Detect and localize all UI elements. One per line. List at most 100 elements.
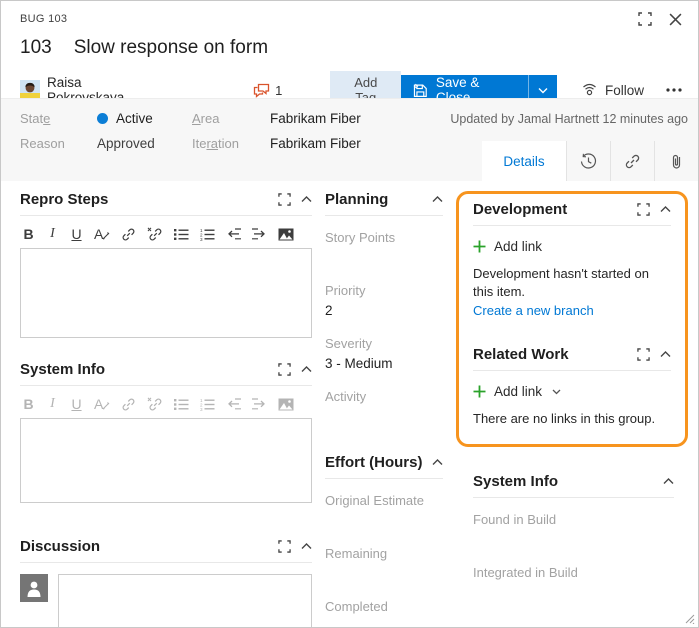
area-value[interactable]: Fabrikam Fiber xyxy=(270,111,361,126)
field-value[interactable] xyxy=(325,561,443,585)
tab-links[interactable] xyxy=(610,141,654,181)
updated-by-text[interactable]: Updated by Jamal Hartnett 12 minutes ago xyxy=(450,112,688,126)
bold-button[interactable]: B xyxy=(23,396,34,412)
insert-image-button[interactable] xyxy=(278,398,294,411)
activity-field: Activity xyxy=(325,389,443,428)
indent-button[interactable] xyxy=(252,228,267,240)
field-label: Original Estimate xyxy=(325,493,424,508)
highlight-callout-box: Development xyxy=(456,191,688,447)
collapse-chevron-icon[interactable] xyxy=(663,477,674,485)
fullscreen-icon[interactable] xyxy=(278,363,291,376)
indent-button[interactable] xyxy=(252,398,267,410)
repro-editor-toolbar: B I U A xyxy=(22,226,312,242)
discussion-title: Discussion xyxy=(20,538,101,555)
iteration-value[interactable]: Fabrikam Fiber xyxy=(270,136,361,151)
work-item-meta-bar: State Active Area Fabrikam Fiber Reason … xyxy=(1,98,698,181)
bullet-list-button[interactable] xyxy=(174,398,189,411)
more-options-icon[interactable] xyxy=(666,88,682,92)
resize-grip-icon[interactable] xyxy=(683,612,695,624)
insert-image-button[interactable] xyxy=(278,228,294,241)
state-value[interactable]: Active xyxy=(97,111,192,126)
italic-button[interactable]: I xyxy=(50,396,55,411)
effort-section: Effort (Hours) Original Estimate Remaini… xyxy=(325,454,443,627)
remaining-field: Remaining xyxy=(325,546,443,585)
story-points-field: Story Points xyxy=(325,230,443,269)
related-work-add-link-button[interactable]: Add link xyxy=(473,384,671,399)
system-info-right-title: System Info xyxy=(473,472,559,490)
completed-field: Completed xyxy=(325,599,443,627)
collapse-chevron-icon[interactable] xyxy=(660,206,671,213)
comment-count: 1 xyxy=(275,82,283,98)
field-label: Integrated in Build xyxy=(473,564,578,580)
field-value[interactable]: 2 xyxy=(325,303,333,318)
tab-attachments[interactable] xyxy=(654,141,698,181)
field-value[interactable] xyxy=(473,527,674,551)
collapse-chevron-icon[interactable] xyxy=(301,196,312,203)
collapse-chevron-icon[interactable] xyxy=(432,196,443,203)
chevron-down-icon xyxy=(552,389,561,395)
field-value[interactable]: 3 - Medium xyxy=(325,356,393,371)
save-options-dropdown[interactable] xyxy=(527,74,557,106)
planning-section: Planning Story Points Priority 2 xyxy=(325,191,443,428)
underline-button[interactable]: U xyxy=(71,396,82,412)
development-section: Development xyxy=(473,201,671,320)
insert-link-button[interactable] xyxy=(121,397,136,412)
field-value[interactable] xyxy=(325,508,443,532)
person-icon xyxy=(27,581,41,597)
outdent-button[interactable] xyxy=(226,228,242,240)
reason-value[interactable]: Approved xyxy=(97,136,155,151)
follow-button[interactable]: Follow xyxy=(581,83,644,98)
severity-field: Severity 3 - Medium xyxy=(325,336,443,375)
tab-history[interactable] xyxy=(566,141,610,181)
fullscreen-icon[interactable] xyxy=(278,193,291,206)
fullscreen-icon[interactable] xyxy=(637,203,650,216)
bullet-list-button[interactable] xyxy=(174,228,189,241)
field-value[interactable] xyxy=(325,404,443,428)
repro-steps-editor[interactable] xyxy=(20,248,312,338)
tab-details[interactable]: Details xyxy=(482,141,566,181)
collapse-chevron-icon[interactable] xyxy=(660,351,671,358)
maximize-icon[interactable] xyxy=(634,10,656,28)
clear-format-button[interactable]: A xyxy=(94,226,110,242)
work-item-title[interactable]: Slow response on form xyxy=(73,37,269,58)
create-branch-link[interactable]: Create a new branch xyxy=(473,303,594,319)
work-item-type-label: BUG 103 xyxy=(20,13,68,25)
follow-label: Follow xyxy=(604,82,644,98)
integrated-in-build-field: Integrated in Build xyxy=(473,565,674,604)
fullscreen-icon[interactable] xyxy=(278,540,291,553)
close-icon[interactable] xyxy=(664,10,686,28)
priority-field: Priority 2 xyxy=(325,283,443,322)
svg-text:1: 1 xyxy=(200,398,203,403)
discussion-comment-input[interactable] xyxy=(58,574,312,627)
bold-button[interactable]: B xyxy=(23,226,34,242)
remove-link-button[interactable] xyxy=(147,227,163,242)
assignee-avatar[interactable] xyxy=(20,80,40,100)
work-item-id: 103 xyxy=(20,37,52,58)
current-user-avatar-placeholder xyxy=(20,574,48,602)
system-info-section-right: System Info Found in Build Integrated in… xyxy=(473,473,674,604)
collapse-chevron-icon[interactable] xyxy=(432,459,443,466)
insert-link-button[interactable] xyxy=(121,227,136,242)
field-value[interactable] xyxy=(473,580,674,604)
comments-indicator[interactable]: 1 xyxy=(253,83,282,98)
fullscreen-icon[interactable] xyxy=(637,348,650,361)
field-value[interactable] xyxy=(325,245,443,269)
clear-format-button[interactable]: A xyxy=(94,396,110,412)
repro-steps-section: Repro Steps B I U xyxy=(20,191,312,343)
collapse-chevron-icon[interactable] xyxy=(301,366,312,373)
development-add-link-button[interactable]: Add link xyxy=(473,239,671,254)
italic-button[interactable]: I xyxy=(50,226,55,241)
related-work-title: Related Work xyxy=(473,346,569,364)
add-link-label: Add link xyxy=(494,384,543,400)
underline-button[interactable]: U xyxy=(71,226,82,242)
reason-label: Reason xyxy=(20,136,65,151)
field-label: Activity xyxy=(325,389,367,404)
remove-link-button[interactable] xyxy=(147,397,163,412)
collapse-chevron-icon[interactable] xyxy=(301,543,312,550)
outdent-button[interactable] xyxy=(226,398,242,410)
field-value[interactable] xyxy=(325,614,443,627)
state-label: State xyxy=(20,111,51,126)
system-info-editor[interactable] xyxy=(20,418,312,503)
